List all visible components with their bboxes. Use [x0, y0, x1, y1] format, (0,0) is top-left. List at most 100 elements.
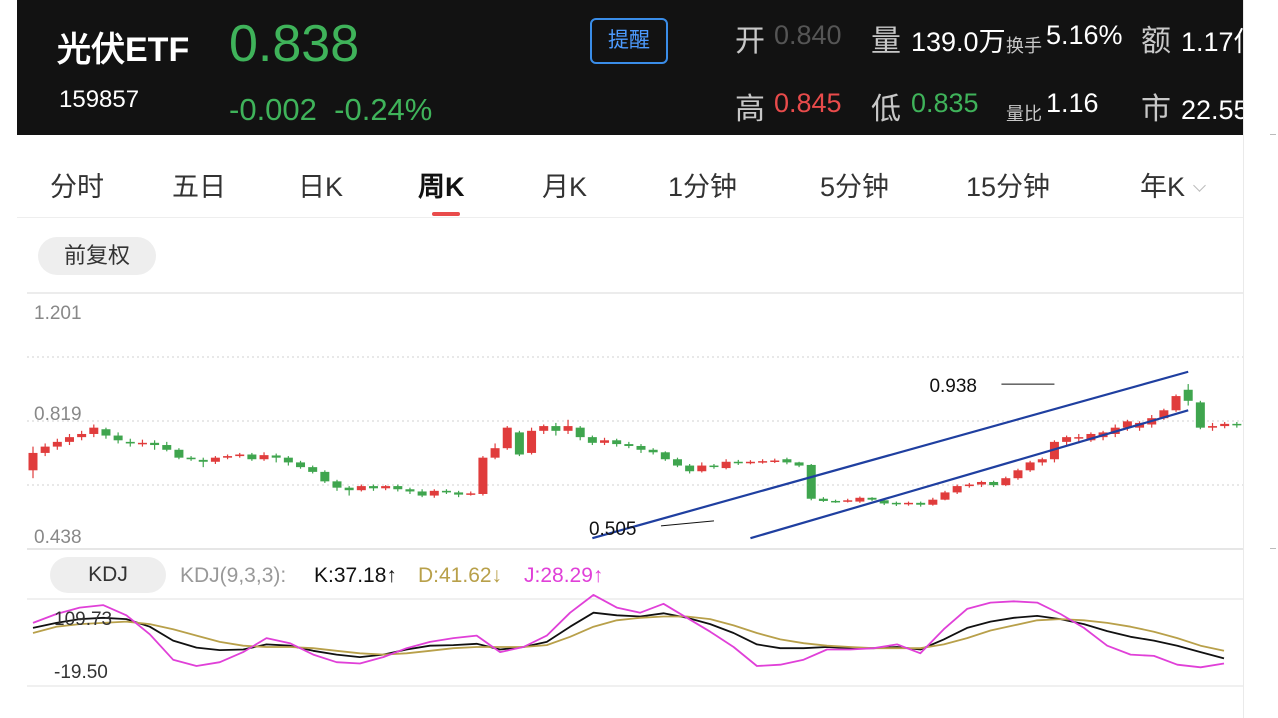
tab-monthly-k[interactable]: 月K	[542, 172, 588, 202]
candle	[174, 449, 184, 458]
candle	[672, 459, 682, 466]
tab-intraday[interactable]: 分时	[50, 172, 104, 202]
market-cap-label: 市	[1141, 93, 1171, 126]
candle-series	[28, 384, 1242, 507]
volume-label: 量	[871, 25, 901, 58]
amount-label: 额	[1141, 25, 1171, 58]
candle	[77, 433, 87, 438]
fund-code: 159857	[59, 86, 140, 113]
price-change: -0.002 -0.24%	[229, 92, 432, 128]
candle	[393, 486, 403, 490]
price-axis: 1.201 0.819 0.438	[34, 303, 82, 548]
candle	[928, 499, 938, 505]
tab-5min[interactable]: 5分钟	[820, 172, 890, 202]
candle	[1062, 437, 1072, 442]
adjust-button[interactable]: 前复权	[38, 237, 156, 275]
candle	[587, 437, 597, 443]
tab-weekly-k[interactable]: 周K	[418, 172, 465, 202]
candle	[198, 459, 208, 462]
kdj-d-value: D:41.62↓	[418, 564, 503, 587]
candle	[1037, 459, 1047, 463]
candle	[904, 502, 914, 505]
candle	[831, 500, 841, 503]
tab-daily-k[interactable]: 日K	[298, 172, 344, 202]
y-tick-label: 0.438	[34, 527, 82, 548]
kdj-j-value: J:28.29↑	[524, 564, 604, 587]
candle	[782, 459, 792, 463]
trend-channel	[592, 370, 1189, 540]
candle	[551, 426, 561, 431]
candle	[636, 445, 646, 450]
candle	[721, 461, 731, 469]
candle	[441, 490, 451, 493]
period-tabs: 分时 五日 日K 周K 月K 1分钟 5分钟 15分钟 年K	[17, 135, 1243, 218]
volume-value: 139.0万	[911, 27, 1006, 57]
kdj-k-value: K:37.18↑	[314, 564, 397, 587]
candle	[466, 493, 476, 495]
volume-ratio-label: 量比	[1006, 104, 1042, 124]
candle	[1183, 389, 1193, 401]
tab-yearly-k-label: 年K	[1140, 172, 1186, 202]
candle	[137, 442, 147, 445]
volume-ratio-value: 1.16	[1046, 88, 1099, 118]
candle	[1159, 410, 1169, 419]
candle	[113, 435, 123, 441]
candle	[1074, 437, 1084, 439]
candle	[125, 441, 135, 444]
candle	[1013, 470, 1023, 479]
candle	[855, 497, 865, 502]
candle	[332, 481, 342, 488]
candle	[381, 486, 391, 489]
current-price: 0.838	[229, 15, 360, 73]
candle	[685, 465, 695, 472]
candle	[575, 427, 585, 438]
candle	[818, 498, 828, 501]
candle	[52, 441, 62, 447]
indicator-button[interactable]: KDJ	[50, 557, 166, 593]
tab-1min[interactable]: 1分钟	[668, 172, 738, 202]
candle	[952, 486, 962, 493]
candle	[417, 491, 427, 496]
trend-line	[750, 409, 1189, 540]
tab-yearly-k[interactable]: 年K	[1140, 165, 1206, 204]
candle	[40, 446, 50, 453]
candle	[186, 457, 196, 460]
price-annotations: 0.938 0.505	[589, 376, 1055, 540]
candle	[1171, 396, 1181, 411]
candle	[612, 440, 622, 445]
annotation-label: 0.938	[929, 376, 977, 397]
candle	[1208, 426, 1218, 428]
candle	[210, 457, 220, 462]
trend-line	[592, 370, 1189, 540]
candle	[247, 454, 257, 460]
candle	[843, 500, 853, 502]
edge-tick	[1270, 548, 1276, 549]
candle	[1001, 478, 1011, 486]
candle	[600, 440, 610, 443]
candle	[806, 464, 816, 499]
candle	[490, 448, 500, 458]
candle	[259, 455, 269, 460]
active-tab-indicator	[432, 212, 460, 216]
candle	[223, 456, 233, 458]
low-value: 0.835	[911, 88, 979, 118]
kdj-line-k	[32, 611, 1225, 660]
y-tick-label: 0.819	[34, 404, 82, 425]
tab-five-day[interactable]: 五日	[172, 172, 226, 202]
tab-15min[interactable]: 15分钟	[966, 172, 1051, 202]
kline-chart[interactable]: 0.938 0.505 1.201 0.819 0.438 109.73 -19.…	[0, 0, 1243, 718]
candle	[563, 426, 573, 431]
candle	[429, 490, 439, 496]
candle	[916, 502, 926, 505]
candle	[624, 444, 634, 446]
candle	[539, 426, 549, 431]
candle	[648, 449, 658, 453]
candle	[344, 487, 354, 491]
candle	[1025, 462, 1035, 471]
candle	[502, 427, 512, 449]
candle	[101, 429, 111, 436]
kdj-axis-bottom: -19.50	[54, 662, 108, 683]
annotation-label: 0.505	[589, 519, 637, 540]
remind-button[interactable]: 提醒	[590, 18, 668, 64]
candle	[1049, 441, 1059, 460]
